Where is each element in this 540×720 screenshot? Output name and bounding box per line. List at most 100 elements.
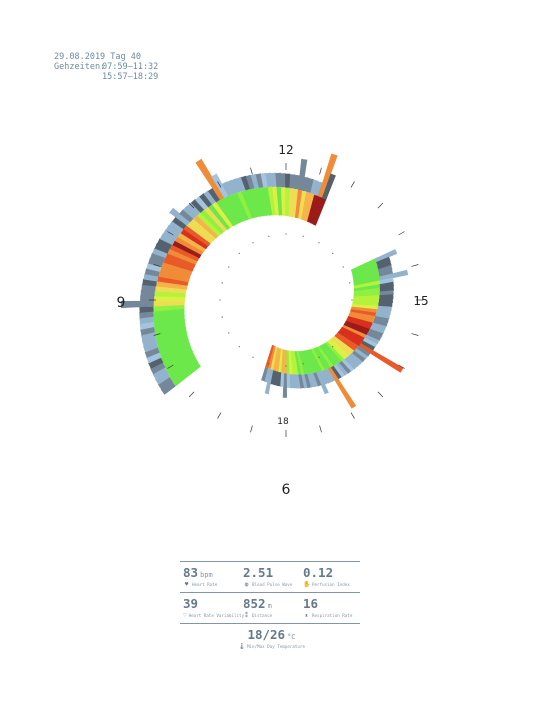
inner-tick bbox=[342, 332, 344, 334]
spiral-outer-bar bbox=[250, 173, 260, 189]
spiral-inner-bar bbox=[161, 261, 193, 275]
spiral-inner-bar bbox=[163, 257, 194, 272]
spiral-inner-bar bbox=[336, 332, 359, 349]
spiral-inner-bar bbox=[154, 324, 187, 338]
spiral-outer-bar bbox=[146, 262, 162, 272]
spiral-inner-bar bbox=[159, 340, 191, 358]
spiral-inner-bar bbox=[160, 344, 192, 363]
spiral-outer-bar bbox=[366, 331, 382, 341]
spiral-outer-bar bbox=[195, 158, 225, 201]
spiral-inner-bar bbox=[294, 351, 302, 375]
spiral-inner-bar bbox=[328, 338, 350, 358]
spiral-outer-bar bbox=[298, 158, 308, 191]
tick-mark bbox=[153, 333, 161, 336]
spiral-outer-bar bbox=[168, 220, 184, 234]
hrv-label: Heart Rate Variability bbox=[188, 613, 245, 618]
stat-heart-rate: 83 bpm ♥ Heart Rate bbox=[180, 562, 240, 592]
spiral-outer-bar bbox=[140, 295, 155, 302]
spiral-inner-bar bbox=[250, 188, 263, 217]
spiral-outer-bar bbox=[280, 173, 286, 188]
inner-tick bbox=[221, 316, 223, 318]
spiral-outer-bar bbox=[190, 198, 205, 213]
spiral-outer-bar bbox=[321, 173, 336, 200]
spiral-inner-bar bbox=[193, 215, 219, 239]
spiral-inner-bar bbox=[351, 262, 378, 276]
spiral-outer-bar bbox=[286, 373, 291, 388]
spiral-inner-bar bbox=[200, 209, 225, 235]
spiral-outer-bar bbox=[378, 269, 394, 278]
stat-respiration: 16 ᴥ Respiration Rate bbox=[300, 593, 360, 623]
spiral-inner-bar bbox=[154, 290, 186, 298]
spiral-inner-bar bbox=[349, 311, 376, 320]
inner-tick bbox=[332, 346, 334, 348]
spiral-outer-bar bbox=[152, 247, 168, 258]
spiral-inner-bar bbox=[351, 304, 378, 310]
spiral-inner-bar bbox=[228, 194, 247, 222]
spiral-inner-bar bbox=[285, 187, 290, 217]
tick-mark bbox=[153, 264, 161, 267]
distance-label: Distance bbox=[252, 613, 273, 618]
spiral-outer-bar bbox=[160, 381, 176, 395]
spiral-inner-bar bbox=[232, 192, 250, 221]
spiral-inner-bar bbox=[340, 326, 365, 341]
inner-tick bbox=[285, 233, 287, 235]
heart-rate-label: Heart Rate bbox=[192, 582, 218, 587]
spiral-outer-bar bbox=[282, 373, 287, 398]
spiral-outer-bar bbox=[146, 352, 162, 364]
spiral-outer-bar bbox=[315, 371, 329, 395]
spiral-outer-bar bbox=[120, 300, 154, 309]
spiral-inner-bar bbox=[325, 341, 345, 362]
spiral-inner-bar bbox=[208, 204, 231, 230]
spiral-inner-bar bbox=[265, 344, 274, 368]
spiral-inner-bar bbox=[263, 186, 273, 216]
spiral-outer-bar bbox=[307, 373, 315, 388]
spiral-inner-bar bbox=[269, 346, 278, 373]
divider bbox=[180, 561, 360, 562]
divider bbox=[180, 623, 360, 624]
spiral-outer-bar bbox=[139, 316, 154, 325]
spiral-outer-bar bbox=[304, 373, 311, 389]
hour-label-6: 6 bbox=[282, 482, 291, 498]
spiral-inner-bar bbox=[155, 285, 187, 294]
spiral-outer-bar bbox=[275, 172, 282, 188]
spiral-outer-bar bbox=[169, 207, 191, 226]
tick-mark bbox=[411, 333, 419, 336]
spiral-inner-bar bbox=[353, 273, 380, 284]
spiral-outer-bar bbox=[186, 202, 201, 216]
spiral-outer-bar bbox=[245, 174, 255, 190]
spiral-outer-bar bbox=[155, 371, 171, 385]
spiral-outer-bar bbox=[195, 195, 209, 211]
spiral-inner-bar bbox=[164, 351, 195, 373]
spiral-outer-bar bbox=[144, 347, 160, 358]
spiral-inner-bar bbox=[286, 350, 290, 374]
spiral-inner-bar bbox=[352, 269, 379, 281]
spiral-inner-bar bbox=[296, 350, 305, 375]
spiral-outer-bar bbox=[154, 242, 170, 254]
spiral-outer-bar bbox=[159, 233, 175, 246]
spiral-outer-bar bbox=[377, 265, 393, 274]
spiral-inner-bar bbox=[169, 359, 199, 382]
inner-tick bbox=[268, 363, 270, 365]
inner-tick bbox=[302, 235, 304, 237]
divider bbox=[180, 592, 360, 593]
spiral-outer-bar bbox=[341, 359, 355, 372]
spiral-inner-bar bbox=[153, 316, 186, 327]
inner-tick bbox=[349, 282, 351, 284]
spiral-outer-bar bbox=[356, 345, 371, 357]
spiral-outer-bar bbox=[360, 340, 376, 351]
spiral-outer-bar bbox=[285, 173, 291, 188]
spiral-outer-bar bbox=[270, 370, 276, 385]
spiral-inner-bar bbox=[332, 335, 355, 354]
spiral-outer-bar bbox=[314, 181, 323, 196]
spiral-outer-bar bbox=[264, 369, 274, 395]
spiral-inner-bar bbox=[237, 191, 253, 220]
spiral-inner-bar bbox=[334, 334, 357, 352]
spiral-inner-bar bbox=[165, 252, 196, 268]
date-line: 29.08.2019 Tag 40 bbox=[54, 52, 141, 62]
spiral-outer-bar bbox=[289, 374, 294, 389]
inner-tick bbox=[268, 235, 270, 237]
spiral-inner-bar bbox=[344, 320, 370, 333]
inner-tick bbox=[351, 299, 353, 301]
spiral-inner-bar bbox=[290, 350, 296, 375]
spiral-outer-bar bbox=[375, 249, 398, 263]
